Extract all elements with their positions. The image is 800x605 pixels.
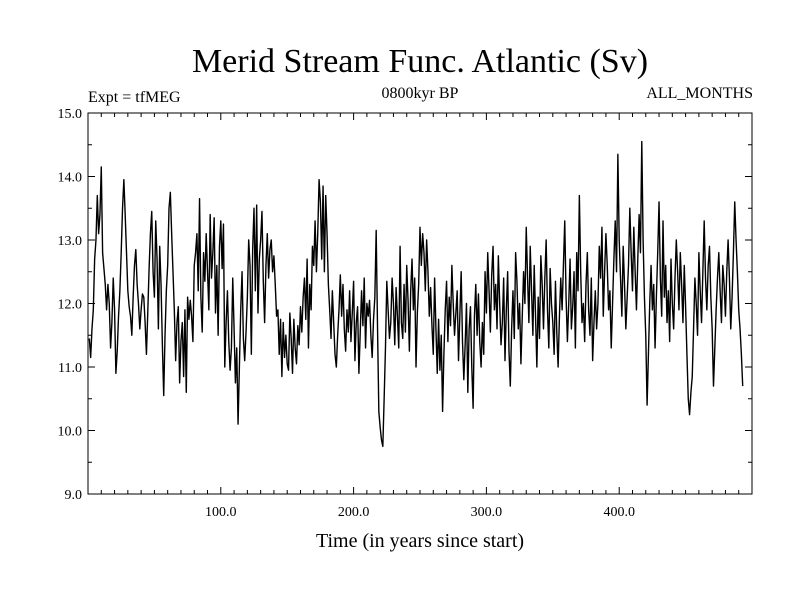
x-tick-label: 100.0: [205, 505, 237, 520]
y-tick-label: 10.0: [58, 425, 83, 440]
months-label: ALL_MONTHS: [646, 85, 753, 102]
y-tick-label: 13.0: [58, 234, 83, 249]
y-tick-label: 11.0: [58, 361, 82, 376]
chart-title: Merid Stream Func. Atlantic (Sv): [192, 43, 648, 80]
y-tick-label: 9.0: [65, 488, 83, 503]
x-tick-label: 400.0: [603, 505, 635, 520]
x-tick-label: 200.0: [338, 505, 370, 520]
x-axis-label: Time (in years since start): [316, 530, 524, 552]
y-tick-label: 12.0: [58, 298, 83, 313]
y-tick-label: 14.0: [58, 171, 83, 186]
x-axis: 100.0 200.0 300.0 400.0: [100, 113, 740, 520]
series-group: [88, 140, 744, 448]
plot-frame: [87, 112, 753, 495]
experiment-label: Expt = tfMEG: [88, 89, 181, 106]
y-tick-label: 15.0: [58, 107, 83, 122]
x-tick-label: 300.0: [471, 505, 503, 520]
series-line: [88, 140, 744, 448]
period-label: 0800kyr BP: [382, 85, 459, 102]
